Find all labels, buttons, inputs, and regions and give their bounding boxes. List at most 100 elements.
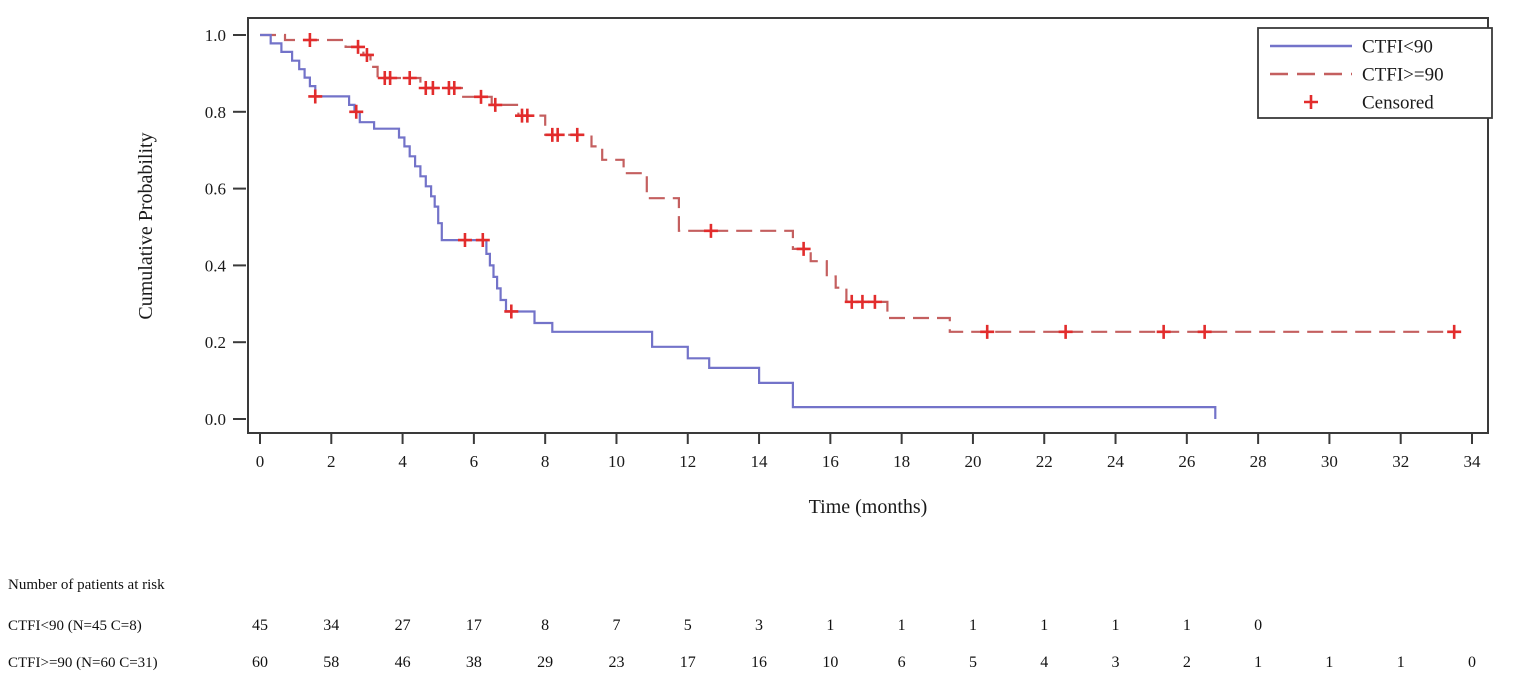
at-risk-value: 7 — [612, 617, 620, 634]
at-risk-value: 6 — [898, 654, 906, 671]
at-risk-value: 29 — [537, 654, 553, 671]
censored-marks — [302, 32, 1462, 339]
legend-censored-sample — [1304, 95, 1318, 109]
at-risk-row-label: CTFI<90 (N=45 C=8) — [8, 618, 142, 634]
censored-mark — [302, 32, 317, 47]
censored-mark — [855, 294, 870, 309]
x-tick-label: 34 — [1464, 452, 1482, 471]
at-risk-value: 5 — [684, 617, 692, 634]
at-risk-table: Number of patients at risk CTFI<90 (N=45… — [8, 577, 1476, 671]
x-tick-label: 10 — [608, 452, 625, 471]
at-risk-value: 10 — [822, 654, 838, 671]
x-tick-label: 12 — [679, 452, 696, 471]
censored-mark — [520, 108, 535, 123]
x-tick-label: 26 — [1178, 452, 1195, 471]
censored-mark — [796, 241, 811, 256]
y-tick-label: 0.8 — [205, 103, 226, 122]
at-risk-value: 3 — [755, 617, 763, 634]
at-risk-value: 58 — [323, 654, 339, 671]
at-risk-value: 1 — [1040, 617, 1048, 634]
at-risk-value: 0 — [1254, 617, 1262, 634]
at-risk-value: 16 — [751, 654, 767, 671]
at-risk-value: 8 — [541, 617, 549, 634]
censored-mark — [383, 71, 398, 86]
x-tick-label: 22 — [1036, 452, 1053, 471]
x-tick-label: 32 — [1392, 452, 1409, 471]
at-risk-value: 5 — [969, 654, 977, 671]
at-risk-value: 27 — [395, 617, 411, 634]
x-tick-label: 6 — [470, 452, 479, 471]
at-risk-value: 1 — [1325, 654, 1333, 671]
y-tick-label: 0.0 — [205, 410, 226, 429]
censored-mark — [703, 223, 718, 238]
censored-mark — [425, 80, 440, 95]
at-risk-value: 1 — [969, 617, 977, 634]
legend-label: CTFI<90 — [1362, 37, 1433, 58]
x-tick-label: 2 — [327, 452, 336, 471]
censored-mark — [351, 39, 366, 54]
x-axis-title: Time (months) — [809, 496, 928, 518]
censored-mark — [402, 71, 417, 86]
x-tick-label: 30 — [1321, 452, 1338, 471]
x-tick-label: 18 — [893, 452, 910, 471]
at-risk-value: 1 — [826, 617, 834, 634]
at-risk-value: 17 — [680, 654, 696, 671]
curve-ctfi-lt-90 — [260, 33, 1217, 419]
x-tick-label: 24 — [1107, 452, 1125, 471]
x-tick-label: 20 — [964, 452, 981, 471]
legend: CTFI<90 CTFI>=90 Censored — [1257, 27, 1493, 119]
at-risk-value: 0 — [1468, 654, 1476, 671]
at-risk-value: 4 — [1040, 654, 1048, 671]
x-tick-label: 8 — [541, 452, 550, 471]
censored-mark — [1058, 324, 1073, 339]
censored-mark — [980, 324, 995, 339]
censored-mark — [867, 294, 882, 309]
y-tick-label: 0.2 — [205, 333, 226, 352]
at-risk-value: 34 — [323, 617, 339, 634]
at-risk-value: 46 — [395, 654, 411, 671]
at-risk-value: 17 — [466, 617, 482, 634]
censored-mark — [504, 304, 519, 319]
legend-label: Censored — [1362, 93, 1434, 114]
at-risk-value: 3 — [1112, 654, 1120, 671]
at-risk-value: 45 — [252, 617, 268, 634]
at-risk-value: 2 — [1183, 654, 1191, 671]
at-risk-value: 1 — [1254, 654, 1262, 671]
at-risk-value: 1 — [1112, 617, 1120, 634]
censored-mark — [488, 97, 503, 112]
x-tick-label: 0 — [256, 452, 265, 471]
x-tick-label: 28 — [1250, 452, 1267, 471]
censored-mark — [308, 89, 323, 104]
legend-label: CTFI>=90 — [1362, 65, 1444, 86]
censored-mark — [359, 47, 374, 62]
at-risk-value: 1 — [898, 617, 906, 634]
at-risk-value: 1 — [1183, 617, 1191, 634]
curve-ctfi-ge-90 — [260, 33, 1455, 333]
x-axis: 0 2 4 6 8 10 12 14 16 18 20 22 24 26 28 30 32 34 — [256, 433, 1481, 471]
at-risk-title: Number of patients at risk — [8, 577, 165, 593]
censored-mark — [550, 127, 565, 142]
series-curves — [260, 33, 1455, 419]
censored-mark — [474, 89, 489, 104]
censored-mark — [1197, 324, 1212, 339]
y-axis: 0.0 0.2 0.4 0.6 0.8 1.0 — [205, 26, 246, 429]
y-tick-label: 1.0 — [205, 26, 226, 45]
x-tick-label: 14 — [751, 452, 769, 471]
censored-mark — [349, 104, 364, 119]
at-risk-value: 1 — [1397, 654, 1405, 671]
plot-frame — [247, 17, 1489, 434]
censored-mark — [1156, 324, 1171, 339]
x-tick-label: 16 — [822, 452, 839, 471]
at-risk-value: 38 — [466, 654, 482, 671]
at-risk-value: 60 — [252, 654, 268, 671]
y-axis-title: Cumulative Probability — [135, 132, 157, 319]
censored-mark — [1447, 324, 1462, 339]
censored-mark — [475, 233, 490, 248]
at-risk-value: 23 — [608, 654, 624, 671]
censored-mark — [570, 127, 585, 142]
x-tick-label: 4 — [398, 452, 407, 471]
at-risk-row-label: CTFI>=90 (N=60 C=31) — [8, 655, 158, 671]
censored-mark — [447, 80, 462, 95]
